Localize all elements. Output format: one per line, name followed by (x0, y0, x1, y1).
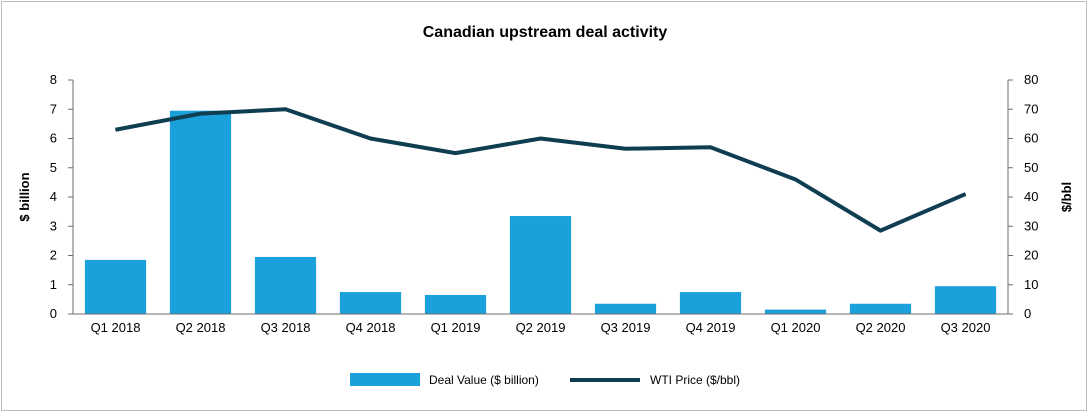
left-axis-ticks: 0 1 2 3 4 5 6 7 8 (50, 72, 73, 321)
bar-q2-2019 (509, 216, 572, 314)
wti-point-q1-2019 (455, 152, 456, 154)
line-series-group (115, 107, 967, 233)
bar-q4-2018 (339, 292, 402, 314)
right-tick-label: 60 (1024, 131, 1038, 146)
bar-q3-2020 (934, 286, 997, 314)
x-tick-label: Q4 2019 (686, 320, 736, 335)
right-tick-label: 40 (1024, 189, 1038, 204)
wti-point-q1-2020 (795, 178, 796, 180)
right-axis-title: $/bbl (1059, 182, 1074, 212)
x-tick-label: Q2 2018 (176, 320, 226, 335)
wti-price-line (115, 107, 967, 233)
bar-q3-2019 (594, 303, 657, 314)
right-tick-label: 30 (1024, 218, 1038, 233)
wti-point-q3-2019 (625, 148, 626, 150)
x-tick-label: Q1 2020 (771, 320, 821, 335)
right-tick-label: 50 (1024, 160, 1038, 175)
right-tick-label: 70 (1024, 101, 1038, 116)
right-tick-label: 10 (1024, 277, 1038, 292)
x-tick-label: Q2 2020 (856, 320, 906, 335)
left-tick-label: 0 (50, 306, 57, 321)
right-tick-label: 80 (1024, 72, 1038, 87)
legend-bar-swatch (350, 373, 420, 386)
x-tick-label: Q2 2019 (516, 320, 566, 335)
bar-q1-2018 (84, 259, 147, 314)
x-tick-label: Q3 2019 (601, 320, 651, 335)
wti-point-q3-2018 (285, 108, 286, 110)
left-tick-label: 8 (50, 72, 57, 87)
left-tick-label: 2 (50, 248, 57, 263)
wti-point-q2-2018 (200, 113, 201, 115)
legend: Deal Value ($ billion) WTI Price ($/bbl) (350, 373, 740, 387)
wti-point-q2-2019 (540, 138, 541, 139)
x-tick-label: Q3 2018 (261, 320, 311, 335)
legend-line-label: WTI Price ($/bbl) (650, 373, 740, 387)
left-tick-label: 7 (50, 101, 57, 116)
x-tick-label: Q1 2018 (91, 320, 141, 335)
right-axis-ticks: 0 10 20 30 40 50 60 70 80 (1008, 72, 1038, 321)
left-tick-label: 4 (50, 189, 57, 204)
left-tick-label: 1 (50, 277, 57, 292)
wti-point-q4-2019 (710, 146, 711, 148)
left-tick-label: 5 (50, 160, 57, 175)
x-tick-label: Q3 2020 (941, 320, 991, 335)
bar-q3-2018 (254, 256, 317, 314)
chart-title: Canadian upstream deal activity (423, 24, 668, 41)
x-tick-label: Q4 2018 (346, 320, 396, 335)
bar-q2-2018 (169, 110, 232, 315)
bar-q4-2019 (679, 292, 742, 314)
bar-q2-2020 (849, 303, 912, 314)
legend-bar-label: Deal Value ($ billion) (429, 373, 539, 387)
left-axis-title: $ billion (17, 172, 32, 221)
x-axis-ticks: Q1 2018 Q2 2018 Q3 2018 Q4 2018 Q1 2019 Q2 20… (91, 320, 991, 335)
left-tick-label: 6 (50, 131, 57, 146)
right-tick-label: 20 (1024, 248, 1038, 263)
wti-point-q2-2020 (880, 230, 881, 232)
wti-point-q3-2020 (965, 193, 966, 195)
bar-q1-2020 (764, 309, 827, 314)
right-tick-label: 0 (1024, 306, 1031, 321)
bar-q1-2019 (424, 294, 487, 314)
bars-group (84, 110, 997, 315)
wti-point-q1-2018 (115, 129, 116, 131)
x-tick-label: Q1 2019 (431, 320, 481, 335)
wti-point-q4-2018 (370, 138, 371, 139)
left-tick-label: 3 (50, 218, 57, 233)
